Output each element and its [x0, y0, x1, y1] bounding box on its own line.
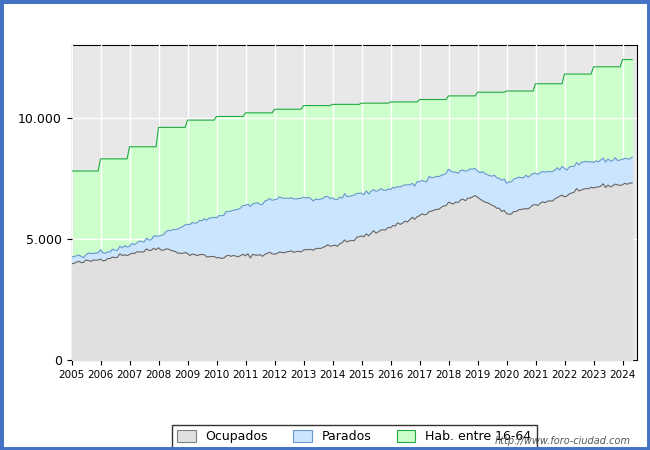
Text: http://www.foro-ciudad.com: http://www.foro-ciudad.com	[495, 436, 630, 446]
Text: Tordera - Evolucion de la poblacion en edad de Trabajar Mayo de 2024: Tordera - Evolucion de la poblacion en e…	[90, 14, 560, 27]
Legend: Ocupados, Parados, Hab. entre 16-64: Ocupados, Parados, Hab. entre 16-64	[172, 425, 536, 448]
